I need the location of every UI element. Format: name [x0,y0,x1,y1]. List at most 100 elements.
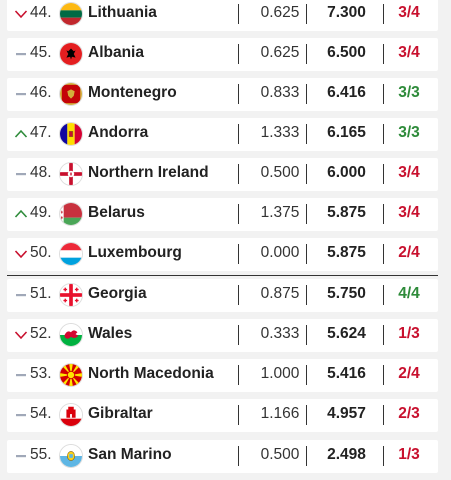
cutoff-divider [7,275,438,276]
table-row[interactable]: 53. North Macedonia 1.000 5.416 2/4 [7,359,438,392]
flag-icon [59,444,83,468]
score-fraction: 4/4 [398,285,420,302]
flag-icon [59,323,83,347]
rank-number: 54. [30,405,52,422]
column-separator [306,405,307,425]
column-separator [306,204,307,224]
country-name[interactable]: Northern Ireland [88,164,209,181]
column-separator [306,446,307,466]
table-row[interactable]: 54. Gibraltar 1.166 4.957 2/3 [7,399,438,432]
country-name[interactable]: Belarus [88,204,145,221]
dash-icon [14,407,28,423]
column-separator [238,4,239,24]
score-fraction: 1/3 [398,325,420,342]
column-separator [306,124,307,144]
table-row[interactable]: 44. Lithuania 0.625 7.300 3/4 [7,0,438,31]
value-2: 6.416 [327,84,366,101]
value-1: 0.625 [260,44,300,61]
column-separator [238,365,239,385]
column-separator [383,204,384,224]
column-separator [383,244,384,264]
score-fraction: 3/4 [398,164,420,181]
table-row[interactable]: 50. Luxembourg 0.000 5.875 2/4 [7,238,438,271]
table-row[interactable]: 45. Albania 0.625 6.500 3/4 [7,38,438,71]
country-name[interactable]: Luxembourg [88,244,182,261]
score-fraction: 3/4 [398,204,420,221]
country-name[interactable]: North Macedonia [88,365,214,382]
column-separator [306,44,307,64]
chevron-down-icon [14,327,28,343]
score-fraction: 2/4 [398,365,420,382]
table-row[interactable]: 55. San Marino 0.500 2.498 1/3 [7,440,438,473]
flag-icon [59,2,83,26]
column-separator [238,164,239,184]
rank-number: 50. [30,244,52,261]
column-separator [306,84,307,104]
table-row[interactable]: 48. Northern Ireland 0.500 6.000 3/4 [7,158,438,191]
column-separator [383,446,384,466]
value-1: 1.375 [260,204,300,221]
country-name[interactable]: Andorra [88,124,149,141]
table-row[interactable]: 51. Georgia 0.875 5.750 4/4 [7,279,438,312]
flag-icon [59,363,83,387]
column-separator [383,164,384,184]
value-2: 5.416 [327,365,366,382]
dash-icon [14,86,28,102]
rank-number: 55. [30,446,52,463]
flag-icon [59,403,83,427]
column-separator [306,4,307,24]
rank-number: 51. [30,285,52,302]
country-name[interactable]: Lithuania [88,4,157,21]
column-separator [238,285,239,305]
column-separator [383,84,384,104]
dash-icon [14,367,28,383]
country-name[interactable]: Montenegro [88,84,177,101]
column-separator [238,446,239,466]
column-separator [383,325,384,345]
rank-number: 44. [30,4,52,21]
country-name[interactable]: Georgia [88,285,147,302]
score-fraction: 3/3 [398,124,420,141]
column-separator [238,204,239,224]
flag-icon [59,122,83,146]
country-name[interactable]: Albania [88,44,144,61]
column-separator [383,365,384,385]
flag-icon [59,82,83,106]
chevron-up-icon [14,206,28,222]
flag-icon [59,162,83,186]
flag-icon [59,42,83,66]
value-2: 7.300 [327,4,366,21]
rank-number: 52. [30,325,52,342]
chevron-down-icon [14,246,28,262]
table-row[interactable]: 47. Andorra 1.333 6.165 3/3 [7,118,438,151]
column-separator [383,405,384,425]
flag-icon [59,242,83,266]
dash-icon [14,166,28,182]
column-separator [238,44,239,64]
table-row[interactable]: 52. Wales 0.333 5.624 1/3 [7,319,438,352]
value-1: 0.333 [260,325,300,342]
rank-number: 45. [30,44,52,61]
country-name[interactable]: Gibraltar [88,405,153,422]
value-2: 5.875 [327,204,366,221]
table-row[interactable]: 49. Belarus 1.375 5.875 3/4 [7,198,438,231]
country-name[interactable]: Wales [88,325,133,342]
column-separator [383,44,384,64]
column-separator [238,244,239,264]
value-2: 5.750 [327,285,366,302]
column-separator [238,325,239,345]
value-1: 1.333 [260,124,300,141]
rank-number: 48. [30,164,52,181]
rank-number: 47. [30,124,52,141]
score-fraction: 3/3 [398,84,420,101]
value-1: 0.000 [260,244,300,261]
column-separator [383,4,384,24]
value-1: 1.166 [260,405,300,422]
column-separator [238,84,239,104]
table-row[interactable]: 46. Montenegro 0.833 6.416 3/3 [7,78,438,111]
flag-icon [59,283,83,307]
value-2: 5.624 [327,325,366,342]
chevron-down-icon [14,6,28,22]
country-name[interactable]: San Marino [88,446,172,463]
value-1: 0.500 [260,446,300,463]
